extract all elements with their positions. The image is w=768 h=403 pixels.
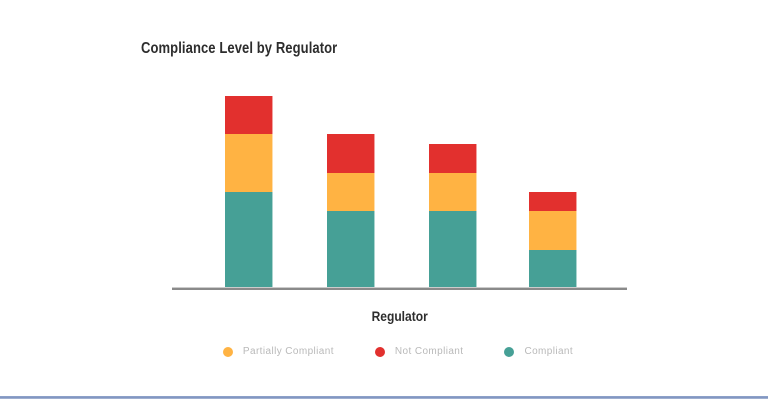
bar-segment-not-compliant: [327, 134, 375, 173]
legend-label-compliant: Compliant: [524, 346, 574, 357]
bar-segment-compliant: [225, 192, 273, 288]
bar-segment-compliant: [529, 249, 577, 288]
legend-dot-compliant-icon: [504, 346, 515, 357]
legend-item-compliant: Compliant: [504, 346, 573, 357]
bar-segment-not-compliant: [429, 144, 477, 173]
chart-title: Compliance Level by Regulator: [141, 40, 338, 57]
bar-segment-compliant: [327, 211, 375, 288]
bottom-blue-bar: [0, 396, 768, 399]
legend-dot-not-compliant-icon: [374, 346, 385, 357]
bar: [529, 192, 577, 288]
legend-item-not-compliant: Not Compliant: [374, 346, 464, 357]
x-axis-label-container: Regulator: [172, 308, 627, 326]
bar-segment-not-compliant: [225, 96, 273, 135]
chart-legend: Partially Compliant Not Compliant Compli…: [14, 346, 768, 357]
bar-segment-partially-compliant: [429, 172, 477, 212]
bar-segment-compliant: [429, 211, 477, 288]
legend-label-not-compliant: Not Compliant: [394, 346, 464, 357]
bar: [429, 144, 477, 288]
x-axis-label: Regulator: [371, 308, 428, 324]
bar-segment-partially-compliant: [529, 211, 577, 250]
legend-item-partially-compliant: Partially Compliant: [222, 346, 334, 357]
legend-dot-partially-compliant-icon: [222, 346, 233, 357]
x-axis-line: [172, 287, 627, 290]
legend-label-partially-compliant: Partially Compliant: [242, 346, 334, 357]
stacked-bar-chart: [172, 0, 627, 288]
bar-segment-partially-compliant: [327, 172, 375, 212]
bar: [225, 96, 273, 288]
bar: [327, 134, 375, 288]
bar-segment-partially-compliant: [225, 134, 273, 192]
bar-segment-not-compliant: [529, 192, 577, 212]
